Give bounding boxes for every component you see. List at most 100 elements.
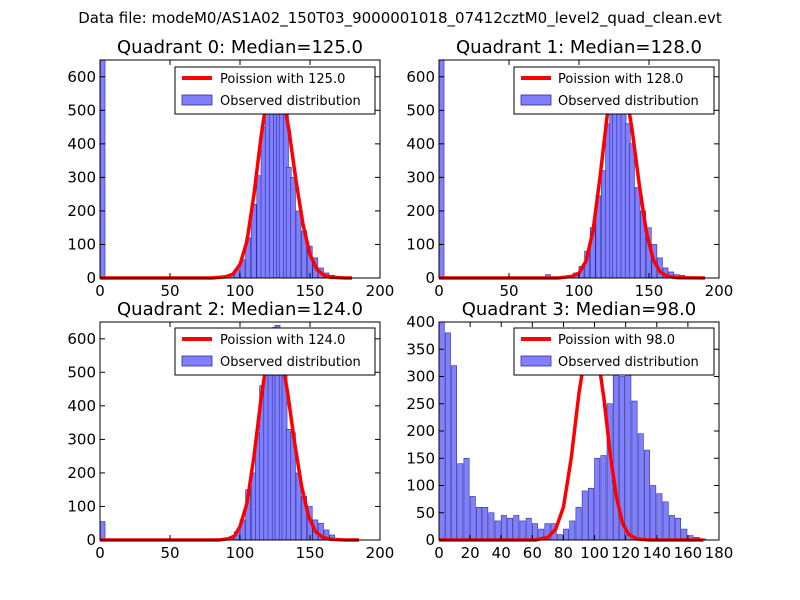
y-tick-label: 200 [67,464,96,482]
quadrant-3-plot: Quadrant 3: Median=98.0 0 20 40 60 80 100 120 1… [406,299,733,562]
legend-observed-swatch [520,355,552,367]
histogram-bar [463,457,470,541]
y-tick-label: 200 [67,202,96,220]
y-tick-label: 100 [67,497,96,515]
x-tick-label: 50 [160,282,179,300]
x-tick-label: 200 [366,544,395,562]
y-tick-label: 500 [67,101,96,119]
y-tick-label: 500 [67,363,96,381]
histogram-bar [99,59,106,279]
x-tick-label: 0 [95,544,105,562]
legend-observed-label: Observed distribution [220,94,361,109]
x-tick-label: 200 [366,282,395,300]
y-tick-label: 400 [406,135,435,153]
x-tick-label: 120 [611,544,640,562]
histogram-bar [629,143,635,279]
histogram-bar [594,457,601,541]
histogram-bar [634,187,641,279]
quadrant-1-plot: Quadrant 1: Median=128.0 0 50 100 150 200 0 10… [406,37,733,300]
histogram-bar [631,400,638,541]
histogram-bar [469,496,476,541]
legend-observed-label: Observed distribution [220,355,361,370]
x-tick-label: 0 [434,282,444,300]
histogram-bar [532,523,538,541]
quadrant-0-title: Quadrant 0: Median=125.0 [117,37,363,58]
histogram-bar [662,501,669,541]
y-tick-label: 300 [67,430,96,448]
y-tick-label: 250 [406,395,435,413]
x-tick-label: 180 [705,544,734,562]
x-tick-label: 0 [434,544,444,562]
y-tick-label: 0 [86,531,96,549]
histogram-bar [650,485,657,541]
y-tick-label: 400 [67,135,96,153]
y-tick-label: 400 [406,313,435,331]
x-tick-label: 150 [296,282,325,300]
x-tick-label: 140 [642,544,671,562]
quadrant-2-title: Quadrant 2: Median=124.0 [117,299,363,320]
x-tick-label: 50 [499,282,518,300]
histogram-bar [444,332,451,541]
histogram-bar [519,520,526,541]
legend-box [513,66,715,115]
legend-box [174,66,376,115]
x-tick-label: 100 [565,282,594,300]
legend-poisson-label: Poission with 128.0 [558,72,683,87]
histogram-bar [295,210,302,279]
y-tick-label: 200 [406,422,435,440]
x-tick-label: 0 [95,282,105,300]
legend-observed-label: Observed distribution [558,94,699,109]
legend-poisson-label: Poission with 98.0 [558,333,675,348]
legend-observed-swatch [181,355,213,367]
histogram-bar [482,506,489,541]
legend-observed-swatch [181,94,213,106]
legend-poisson-label: Poission with 124.0 [220,333,345,348]
y-tick-label: 500 [406,101,435,119]
histogram-bar [637,433,644,541]
y-tick-label: 350 [406,340,435,358]
histogram-bar [457,463,464,541]
y-tick-label: 0 [86,269,96,287]
x-tick-label: 60 [523,544,542,562]
histogram-bar [556,534,563,541]
quadrant-2-legend: Poission with 124.0 Observed distributio… [174,327,376,376]
histogram-bar [656,493,663,541]
y-tick-label: 600 [67,68,96,86]
quadrant-3-legend: Poission with 98.0 Observed distribution [513,327,715,376]
histogram-bar [290,177,296,279]
y-tick-label: 300 [406,368,435,386]
y-tick-label: 300 [406,168,435,186]
x-tick-label: 100 [580,544,609,562]
quadrant-0-legend: Poission with 125.0 Observed distributio… [174,66,376,115]
y-tick-label: 200 [406,202,435,220]
y-tick-label: 100 [406,235,435,253]
histogram-bar [569,520,576,541]
x-tick-label: 160 [674,544,703,562]
histogram-bar [438,59,445,279]
histogram-bar [588,487,594,541]
legend-poisson-label: Poission with 125.0 [220,72,345,87]
histogram-bar [451,365,458,541]
legend-observed-label: Observed distribution [558,355,699,370]
y-tick-label: 100 [406,477,435,495]
histogram-bar [675,517,682,541]
figure-title: Data file: modeM0/AS1A02_150T03_90000010… [78,9,722,28]
histogram-bar [612,359,619,541]
histogram-bar [668,515,675,541]
legend-box [513,327,715,376]
histogram-bar [99,521,106,541]
y-tick-label: 600 [67,330,96,348]
y-tick-label: 0 [425,269,435,287]
x-tick-label: 100 [226,282,255,300]
histogram-bar [581,490,588,541]
y-tick-label: 50 [416,504,435,522]
legend-observed-swatch [520,94,552,106]
histogram-bar [575,506,582,541]
x-tick-label: 40 [492,544,511,562]
y-tick-label: 100 [67,235,96,253]
legend-box [174,327,376,376]
histogram-bar [476,506,482,541]
quadrant-2-plot: Quadrant 2: Median=124.0 0 50 100 150 200 0 10… [67,299,394,562]
histogram-bar [563,528,570,541]
